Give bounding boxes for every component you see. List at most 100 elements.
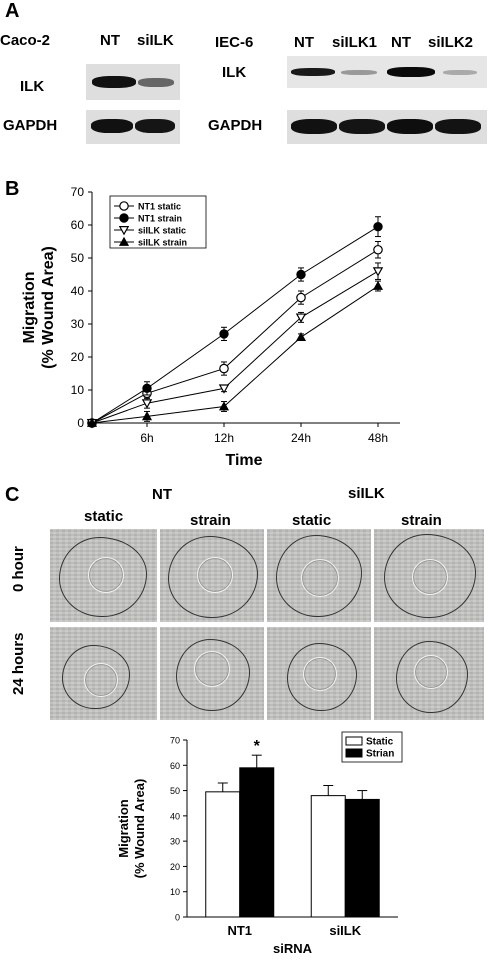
condition-label-2: strain xyxy=(190,512,231,529)
y-tick-label: 70 xyxy=(71,185,85,199)
micrograph-nt-static-24h xyxy=(50,627,157,720)
iec6-lane-nt-1: NT xyxy=(294,34,314,51)
caco2-label: Caco-2 xyxy=(0,32,51,49)
data-point xyxy=(219,363,229,374)
data-point xyxy=(372,280,384,290)
data-point xyxy=(86,417,98,427)
y-tick-label: 60 xyxy=(71,218,85,232)
group-label-silk: siILK xyxy=(348,485,385,502)
iec6-label: IEC-6 xyxy=(215,34,254,51)
y-tick-label: 30 xyxy=(71,317,85,331)
legend-label: Strian xyxy=(366,749,394,760)
y-tick-label: 40 xyxy=(170,811,180,821)
panel-c-letter: C xyxy=(5,484,20,506)
data-point xyxy=(296,292,306,303)
iec6-lane-silk2: siILK2 xyxy=(428,34,474,51)
legend-label: NT1 static xyxy=(138,202,181,212)
x-tick-label: 6h xyxy=(140,431,153,445)
y-axis-title-line: Migration xyxy=(21,272,38,344)
y-tick-label: 50 xyxy=(170,786,180,796)
series-nt1-static xyxy=(87,241,383,428)
micrograph-nt-strain-0h xyxy=(160,529,264,622)
x-tick-label: NT1 xyxy=(227,923,252,938)
y-tick-label: 50 xyxy=(71,251,85,265)
bar-strian-siilk xyxy=(344,798,380,918)
legend-marker xyxy=(119,213,129,223)
micrograph-silk-strain-24h xyxy=(374,627,484,720)
y-tick-label: 0 xyxy=(77,416,84,430)
iec6-gapdh-blot xyxy=(287,110,487,144)
data-point xyxy=(141,411,153,421)
y-tick-label: 0 xyxy=(175,913,180,923)
micrograph-silk-strain-0h xyxy=(374,529,484,622)
y-tick-label: 70 xyxy=(170,736,180,746)
legend-label: NT1 strain xyxy=(138,214,182,224)
x-tick-label: siILK xyxy=(329,923,361,938)
data-point xyxy=(295,331,307,342)
legend-marker xyxy=(118,226,130,236)
y-tick-label: 60 xyxy=(170,761,180,771)
caco2-lane-nt: NT xyxy=(100,32,120,49)
series-line-siilk-strain xyxy=(91,285,379,424)
legend-swatch xyxy=(345,748,363,758)
legend-label: siILK strain xyxy=(138,238,187,248)
caco2-row-ilk: ILK xyxy=(20,78,45,95)
row-label-24h: 24 hours xyxy=(10,632,27,695)
caco2-ilk-blot xyxy=(86,64,180,100)
y-tick-label: 10 xyxy=(170,887,180,897)
iec6-row-gapdh: GAPDH xyxy=(208,117,263,134)
y-axis-title: Migration(% Wound Area) xyxy=(116,779,147,879)
panel-a-letter: A xyxy=(5,0,20,22)
series-nt1-strain xyxy=(87,216,383,428)
data-point xyxy=(142,383,152,394)
legend-marker xyxy=(118,236,130,246)
condition-label-1: static xyxy=(84,508,124,525)
legend-label: siILK static xyxy=(138,226,186,236)
condition-label-3: static xyxy=(292,512,332,529)
bar-strian-nt1 xyxy=(239,767,275,918)
y-tick-label: 40 xyxy=(71,284,85,298)
series-siilk-strain xyxy=(86,280,384,427)
x-tick-label: 24h xyxy=(291,431,311,445)
bar-static-nt1 xyxy=(205,791,241,918)
legend-label: Static xyxy=(366,737,394,748)
x-tick-label: 12h xyxy=(214,431,234,445)
x-axis-title: siRNA xyxy=(273,941,313,956)
caco2-gapdh-blot xyxy=(86,110,180,144)
data-point xyxy=(141,399,153,409)
data-point xyxy=(218,401,230,411)
x-tick-label: 48h xyxy=(368,431,388,445)
series-line-nt1-strain xyxy=(91,226,379,424)
series-siilk-static xyxy=(86,262,384,429)
y-tick-label: 20 xyxy=(170,862,180,872)
micrograph-nt-static-0h xyxy=(50,529,157,622)
iec6-lane-silk1: siILK1 xyxy=(332,34,378,51)
caco2-row-gapdh: GAPDH xyxy=(3,117,58,134)
micrograph-silk-static-24h xyxy=(267,627,371,720)
row-label-0h: 0 hour xyxy=(10,546,27,592)
legend-swatch xyxy=(345,736,363,746)
y-tick-label: 30 xyxy=(170,837,180,847)
y-axis-title-line: Migration xyxy=(116,799,131,858)
micrograph-silk-static-0h xyxy=(267,529,371,622)
condition-label-4: strain xyxy=(401,512,442,529)
x-axis-title: Time xyxy=(225,452,262,469)
data-point xyxy=(373,244,383,255)
data-point xyxy=(295,313,307,323)
y-tick-label: 20 xyxy=(71,350,85,364)
migration-line-chart: 0 10 20 30 40 50 60 70 6h 12h 24h 48h Time Migration(… xyxy=(21,185,400,469)
y-axis-title-line: (% Wound Area) xyxy=(40,246,57,369)
significance-marker: * xyxy=(254,738,261,755)
y-tick-label: 10 xyxy=(71,383,85,397)
legend-marker xyxy=(119,201,129,211)
data-point xyxy=(373,221,383,232)
iec6-ilk-blot xyxy=(287,56,487,88)
iec6-lane-nt-2: NT xyxy=(391,34,411,51)
data-point xyxy=(218,384,230,394)
data-point xyxy=(219,329,229,339)
group-label-nt: NT xyxy=(152,486,172,503)
panel-b-letter: B xyxy=(5,178,20,200)
caco2-lane-silk: siILK xyxy=(137,32,174,49)
y-axis-title: Migration(% Wound Area) xyxy=(21,246,57,369)
migration-bar-chart: 0 10 20 30 40 50 60 70 NT1 siILK * siRNA Migration(%… xyxy=(116,731,403,956)
